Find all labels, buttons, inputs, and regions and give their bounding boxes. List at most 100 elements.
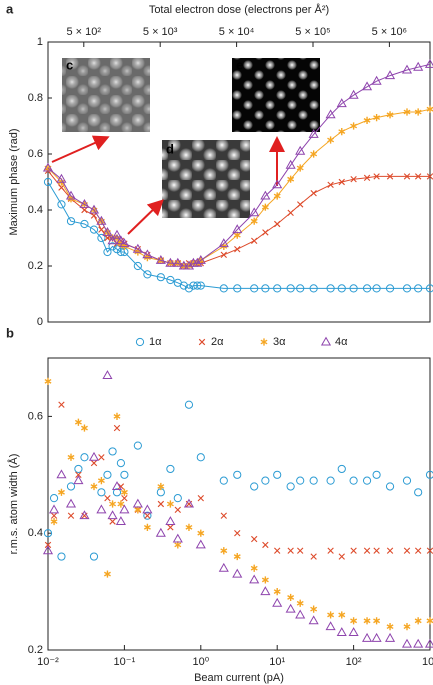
marker bbox=[348, 627, 359, 636]
marker bbox=[297, 547, 304, 554]
marker bbox=[350, 176, 357, 183]
marker bbox=[220, 512, 227, 519]
marker bbox=[310, 553, 317, 560]
marker bbox=[184, 400, 194, 409]
marker bbox=[262, 541, 269, 549]
marker bbox=[218, 238, 229, 248]
marker bbox=[327, 136, 335, 144]
marker bbox=[309, 476, 318, 485]
marker bbox=[287, 547, 294, 554]
marker bbox=[296, 164, 304, 172]
legend-marker bbox=[320, 336, 332, 346]
marker bbox=[50, 517, 58, 526]
marker bbox=[119, 238, 130, 248]
marker bbox=[113, 412, 121, 420]
marker bbox=[426, 173, 433, 180]
marker bbox=[287, 175, 295, 183]
marker bbox=[90, 482, 98, 491]
marker bbox=[233, 284, 242, 293]
marker bbox=[234, 246, 241, 253]
marker bbox=[403, 108, 411, 116]
marker bbox=[196, 453, 205, 462]
marker bbox=[43, 529, 53, 538]
y-tick-label: 0.8 bbox=[28, 92, 43, 104]
marker bbox=[133, 261, 142, 271]
marker bbox=[361, 632, 373, 642]
marker bbox=[273, 588, 281, 596]
marker bbox=[373, 547, 380, 554]
marker bbox=[233, 470, 242, 479]
marker bbox=[310, 190, 317, 197]
marker bbox=[117, 483, 125, 490]
inset-image bbox=[162, 140, 250, 218]
marker bbox=[233, 552, 241, 561]
marker bbox=[286, 284, 295, 293]
marker bbox=[220, 547, 228, 555]
series bbox=[44, 401, 433, 560]
x-tick-label: 10² bbox=[346, 656, 362, 668]
marker bbox=[166, 500, 174, 508]
marker bbox=[42, 162, 54, 172]
marker bbox=[349, 284, 358, 293]
marker bbox=[157, 482, 165, 491]
marker bbox=[232, 568, 243, 578]
x2-axis-title: Total electron dose (electrons per Å²) bbox=[149, 3, 329, 16]
marker bbox=[56, 469, 67, 479]
marker bbox=[165, 257, 176, 267]
legend-marker bbox=[198, 338, 206, 346]
marker bbox=[120, 488, 128, 496]
marker bbox=[67, 453, 75, 461]
marker bbox=[348, 89, 359, 99]
marker bbox=[338, 128, 346, 136]
marker bbox=[197, 529, 205, 537]
marker bbox=[309, 284, 318, 293]
marker bbox=[143, 523, 151, 531]
marker bbox=[117, 500, 125, 508]
marker bbox=[74, 464, 83, 474]
marker bbox=[401, 64, 413, 74]
marker bbox=[261, 284, 270, 293]
marker bbox=[103, 570, 111, 578]
marker bbox=[425, 470, 433, 479]
marker bbox=[297, 201, 304, 208]
marker bbox=[250, 564, 258, 572]
marker bbox=[157, 500, 165, 508]
arrow bbox=[127, 199, 164, 235]
marker bbox=[74, 418, 82, 426]
inset-image bbox=[62, 58, 150, 132]
marker bbox=[142, 249, 153, 259]
panel: a Maximum phase (rad) 0 0.2 0.4 0.6 0.8 1 5 × 10… bbox=[6, 1, 433, 348]
marker bbox=[386, 111, 394, 119]
marker bbox=[115, 516, 126, 526]
x2-tick-label: 5 × 10⁴ bbox=[219, 26, 255, 38]
marker bbox=[385, 284, 395, 293]
y-tick-label: 0.6 bbox=[28, 148, 43, 160]
panel: b r.m.s. atom width (Å) 0.2 0.4 0.6 10⁻² 10⁻¹ 1… bbox=[6, 325, 433, 684]
x2-tick-label: 5 × 10² bbox=[67, 26, 102, 38]
marker bbox=[371, 75, 382, 85]
marker bbox=[109, 518, 116, 525]
series bbox=[44, 377, 433, 631]
marker bbox=[219, 476, 228, 485]
x2-tick-label: 5 × 10³ bbox=[143, 26, 178, 38]
series bbox=[42, 370, 433, 648]
marker bbox=[155, 254, 166, 264]
inset-label: c bbox=[66, 57, 73, 72]
marker bbox=[363, 116, 371, 124]
marker bbox=[97, 488, 106, 497]
marker bbox=[49, 494, 59, 503]
marker bbox=[295, 609, 306, 619]
marker bbox=[326, 284, 335, 293]
panel-label: a bbox=[6, 1, 14, 16]
marker bbox=[57, 200, 66, 209]
marker bbox=[372, 284, 381, 293]
marker bbox=[403, 547, 411, 554]
marker bbox=[401, 638, 413, 648]
marker bbox=[183, 260, 195, 270]
marker bbox=[261, 476, 270, 485]
marker bbox=[363, 547, 371, 554]
marker bbox=[80, 219, 89, 229]
marker bbox=[42, 545, 54, 555]
marker bbox=[414, 173, 422, 180]
marker bbox=[116, 247, 126, 257]
